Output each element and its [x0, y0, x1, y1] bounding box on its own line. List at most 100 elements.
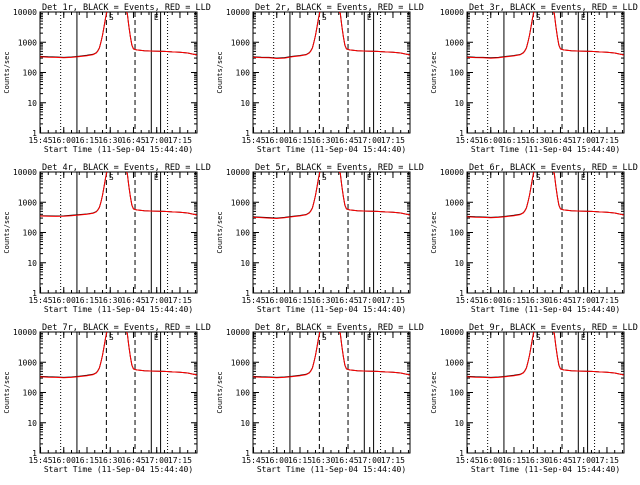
y-axis-label: Counts/sec	[216, 371, 224, 413]
panel-series	[467, 12, 624, 59]
x-axis-label: Start Time (11-Sep-04 15:44:40)	[44, 145, 193, 154]
y-tick-label: 1000	[231, 198, 250, 207]
plot-frame	[39, 11, 198, 134]
x-tick-label: 16:00	[479, 136, 503, 145]
x-tick-label: 16:15	[288, 456, 312, 465]
y-tick-label: 1	[459, 129, 464, 138]
x-tick-label: 16:15	[288, 296, 312, 305]
panel-det-9: Det 9r, BLACK = Events, RED = LLD 1 10 100 1…	[430, 323, 638, 474]
x-tick-label: 15:45	[241, 296, 265, 305]
x-tick-label: 15:45	[28, 456, 52, 465]
panel-series	[253, 332, 410, 379]
y-tick-label: 10000	[13, 168, 37, 177]
x-tick-label: 16:45	[548, 136, 572, 145]
x-tick-label: 15:45	[455, 136, 479, 145]
y-tick-label: 10	[240, 99, 250, 108]
y-tick-label: 100	[236, 229, 251, 238]
y-tick-label: 1	[245, 129, 250, 138]
y-axis-label: Counts/sec	[216, 211, 224, 253]
x-axis-label: Start Time (11-Sep-04 15:44:40)	[471, 305, 620, 314]
x-tick-label: 16:30	[311, 136, 335, 145]
y-tick-label: 10	[27, 419, 37, 428]
x-tick-label: 16:30	[525, 456, 549, 465]
panel-det-8: Det 8r, BLACK = Events, RED = LLD 1 10 100 1…	[216, 323, 424, 474]
panel-det-4: Det 4r, BLACK = Events, RED = LLD 1 10 100 1…	[3, 163, 211, 314]
x-tick-label: 17:15	[595, 296, 619, 305]
x-tick-label: 16:45	[548, 296, 572, 305]
events-series-line	[253, 12, 410, 59]
x-tick-label: 17:00	[572, 296, 596, 305]
x-tick-label: 17:00	[358, 456, 382, 465]
panel-title: Det 3r, BLACK = Events, RED = LLD	[469, 3, 638, 13]
panel-det-6: Det 6r, BLACK = Events, RED = LLD 1 10 100 1…	[430, 163, 638, 314]
panel-series	[40, 332, 197, 379]
x-tick-label: 17:00	[145, 456, 169, 465]
y-tick-label: 1000	[445, 358, 464, 367]
x-axis-label: Start Time (11-Sep-04 15:44:40)	[257, 465, 406, 474]
panel-title: Det 6r, BLACK = Events, RED = LLD	[469, 163, 638, 173]
x-tick-label: 17:15	[168, 136, 192, 145]
x-tick-label: 16:00	[265, 296, 289, 305]
y-axis-label: Counts/sec	[3, 51, 11, 93]
panel-series	[467, 172, 624, 219]
plot-frame	[252, 331, 411, 454]
x-tick-label: 16:15	[502, 296, 526, 305]
plot-frame	[252, 11, 411, 134]
y-tick-label: 100	[236, 389, 251, 398]
x-axis-label: Start Time (11-Sep-04 15:44:40)	[257, 145, 406, 154]
plot-frame	[39, 331, 198, 454]
x-tick-label: 16:30	[98, 136, 122, 145]
panel-series	[253, 172, 410, 220]
marker-letter: S	[109, 13, 114, 22]
x-tick-label: 16:00	[52, 296, 76, 305]
x-tick-label: 16:15	[502, 456, 526, 465]
x-axis-label: Start Time (11-Sep-04 15:44:40)	[44, 465, 193, 474]
y-tick-label: 10	[454, 259, 464, 268]
marker-letter: E	[581, 333, 586, 342]
y-tick-label: 1	[32, 129, 37, 138]
marker-letter: E	[154, 333, 159, 342]
panel-series	[40, 12, 197, 59]
plot-frame	[39, 171, 198, 294]
y-tick-label: 10000	[440, 168, 464, 177]
y-tick-label: 10000	[440, 8, 464, 17]
x-axis-label: Start Time (11-Sep-04 15:44:40)	[471, 145, 620, 154]
y-tick-label: 10	[27, 259, 37, 268]
y-tick-label: 1000	[18, 198, 37, 207]
x-tick-label: 16:15	[75, 136, 99, 145]
marker-letter: S	[109, 333, 114, 342]
x-tick-label: 16:00	[479, 456, 503, 465]
lld-series-line	[253, 332, 410, 379]
x-tick-label: 17:15	[381, 136, 405, 145]
y-axis-label: Counts/sec	[3, 211, 11, 253]
x-tick-label: 16:45	[334, 296, 358, 305]
y-tick-label: 100	[450, 389, 465, 398]
marker-letter: S	[322, 173, 327, 182]
x-tick-label: 16:00	[265, 456, 289, 465]
lld-series-line	[467, 332, 624, 379]
x-tick-label: 16:00	[479, 296, 503, 305]
x-tick-label: 17:15	[381, 296, 405, 305]
x-tick-label: 16:15	[288, 136, 312, 145]
x-tick-label: 17:00	[572, 456, 596, 465]
y-tick-label: 10000	[226, 8, 250, 17]
panel-det-1: Det 1r, BLACK = Events, RED = LLD 1 10 100 1…	[3, 3, 211, 154]
marker-letter: E	[581, 173, 586, 182]
panel-det-2: Det 2r, BLACK = Events, RED = LLD 1 10 100 1…	[216, 3, 424, 154]
x-tick-label: 15:45	[455, 456, 479, 465]
x-tick-label: 16:30	[98, 296, 122, 305]
lld-series-line	[40, 172, 197, 217]
panel-title: Det 8r, BLACK = Events, RED = LLD	[255, 323, 424, 333]
x-tick-label: 16:45	[548, 456, 572, 465]
lld-series-line	[467, 12, 624, 59]
x-tick-label: 15:45	[241, 456, 265, 465]
y-tick-label: 100	[23, 389, 38, 398]
panel-det-7: Det 7r, BLACK = Events, RED = LLD 1 10 100 1…	[3, 323, 211, 474]
lld-series-line	[467, 172, 624, 219]
events-series-line	[467, 12, 624, 59]
lld-series-line	[253, 172, 410, 220]
marker-letter: E	[581, 13, 586, 22]
y-tick-label: 1	[459, 449, 464, 458]
x-tick-label: 17:15	[381, 456, 405, 465]
y-tick-label: 100	[450, 69, 465, 78]
